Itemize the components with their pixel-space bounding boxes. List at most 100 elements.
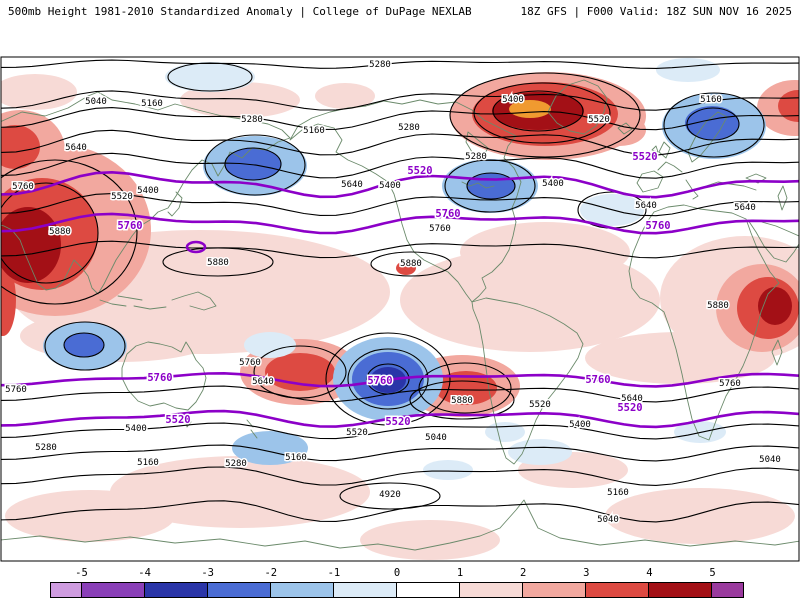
coastline-arabia xyxy=(747,219,799,263)
colorbar-tick-label: -3 xyxy=(201,567,215,579)
contour-label-halo: 5520 xyxy=(346,428,368,438)
coastline-antarctica xyxy=(1,499,799,551)
height-contour-5400 xyxy=(1,152,799,179)
height-contour-5280 xyxy=(1,444,799,462)
height-contour-5400 xyxy=(1,422,799,440)
anomaly-blob-red xyxy=(1,264,16,336)
anomaly-blob-palepink xyxy=(315,83,375,109)
colorbar-segment xyxy=(271,583,335,597)
closed-contour xyxy=(162,247,274,277)
contour-label: 5640 xyxy=(341,180,363,190)
highlight-contour-5520 xyxy=(1,170,799,199)
contour-label-halo: 5760 xyxy=(719,379,741,389)
contour-label: 5640 xyxy=(734,203,756,213)
contour-label-halo: 5160 xyxy=(141,99,163,109)
contour-label: 5400 xyxy=(125,424,147,434)
anomaly-blob-paleblue xyxy=(508,439,572,465)
highlight-contour-5760 xyxy=(1,212,799,235)
contour-label-halo: 5280 xyxy=(241,115,263,125)
contour-label-halo: 5040 xyxy=(759,455,781,465)
colorbar-segment xyxy=(82,583,146,597)
closed-contour xyxy=(366,363,410,395)
contour-label-halo: 5040 xyxy=(85,97,107,107)
contour-label: 5400 xyxy=(542,179,564,189)
closed-contour xyxy=(418,362,512,414)
contour-label: 5520 xyxy=(588,115,610,125)
anomaly-blob-lightblue xyxy=(232,431,308,465)
closed-contour xyxy=(409,380,515,420)
highlight-contour-label: 5760 xyxy=(585,374,610,386)
contour-label: 5640 xyxy=(252,377,274,387)
height-contour-5040 xyxy=(1,90,799,111)
anomaly-blob-orange xyxy=(509,100,551,118)
contour-label: 5880 xyxy=(49,227,71,237)
contour-label: 5760 xyxy=(719,379,741,389)
contour-label-halo: 5400 xyxy=(569,420,591,430)
anomaly-shading-layer xyxy=(1,58,799,560)
contour-label-halo: 5280 xyxy=(225,459,247,469)
contour-label-halo: 5520 xyxy=(165,414,190,426)
contour-label: 5160 xyxy=(700,95,722,105)
colorbar-segment xyxy=(51,583,83,597)
closed-contour xyxy=(449,72,641,158)
closed-contour xyxy=(224,147,282,181)
contour-label-halo: 5520 xyxy=(632,151,657,163)
contour-label: 5160 xyxy=(141,99,163,109)
closed-contour xyxy=(167,62,253,92)
highlight-contour-label: 5520 xyxy=(165,414,190,426)
colorbar-tick-labels: -5 -4 -3 -2 -1 0 1 2 3 4 5 xyxy=(50,567,744,582)
contour-label-halo: 5160 xyxy=(607,488,629,498)
colorbar-segment xyxy=(208,583,272,597)
highlight-contour-5760 xyxy=(1,371,799,388)
contour-label: 5760 xyxy=(429,224,451,234)
contour-label-halo: 5520 xyxy=(617,402,642,414)
colorbar-scale xyxy=(50,582,744,598)
height-contour-5640 xyxy=(1,385,799,403)
highlight-contour-label: 5520 xyxy=(617,402,642,414)
contour-label: 5280 xyxy=(241,115,263,125)
contour-label-halo: 4920 xyxy=(379,490,401,500)
anomaly-blob-palepink xyxy=(605,488,795,544)
contour-label-halo: 5640 xyxy=(65,143,87,153)
contour-label-halo: 5760 xyxy=(5,385,27,395)
contour-labels-layer: 5280 5280 5040 5040 5160 5160 5280 5280 5160 5160… xyxy=(4,59,783,527)
colorbar-segment xyxy=(397,583,460,597)
model-valid-time: 18Z GFS | F000 Valid: 18Z SUN NOV 16 202… xyxy=(520,5,792,18)
contour-label: 5280 xyxy=(225,459,247,469)
colorbar-segment xyxy=(522,583,586,597)
closed-contour xyxy=(347,348,429,410)
contour-label-halo: 5280 xyxy=(465,152,487,162)
colorbar-segment xyxy=(334,583,398,597)
coastline-europe xyxy=(636,111,788,211)
contour-label: 5520 xyxy=(529,400,551,410)
contour-label: 5040 xyxy=(425,433,447,443)
closed-contour xyxy=(204,134,306,196)
height-contours-layer xyxy=(1,59,799,523)
contour-label: 4920 xyxy=(379,490,401,500)
contour-label: 5040 xyxy=(759,455,781,465)
contour-label: 5400 xyxy=(569,420,591,430)
contour-label-halo: 5760 xyxy=(645,220,670,232)
anomaly-blob-palepink xyxy=(360,520,500,560)
contour-label-halo: 5280 xyxy=(369,60,391,70)
contour-label-halo: 5520 xyxy=(407,165,432,177)
closed-contour xyxy=(1,182,99,284)
colorbar: -5 -4 -3 -2 -1 0 1 2 3 4 5 xyxy=(50,567,744,598)
contour-label: 5400 xyxy=(379,181,401,191)
contour-label-halo: 5400 xyxy=(542,179,564,189)
closed-contour xyxy=(686,107,740,141)
anomaly-blob-palepink xyxy=(5,490,175,542)
colorbar-segment xyxy=(711,583,744,597)
anomaly-blob-paleblue xyxy=(244,332,296,358)
contour-label: 5400 xyxy=(502,95,524,105)
contour-label: 5160 xyxy=(137,458,159,468)
contour-label-halo: 5880 xyxy=(707,301,729,311)
colorbar-segment xyxy=(585,583,649,597)
colorbar-tick-label: -5 xyxy=(75,567,88,579)
colorbar-tick-label: 4 xyxy=(646,567,653,579)
contour-label-halo: 5520 xyxy=(529,400,551,410)
contour-label: 5160 xyxy=(303,126,325,136)
contour-label-halo: 5520 xyxy=(588,115,610,125)
contour-label: 5640 xyxy=(635,201,657,211)
contour-label-halo: 5880 xyxy=(207,258,229,268)
